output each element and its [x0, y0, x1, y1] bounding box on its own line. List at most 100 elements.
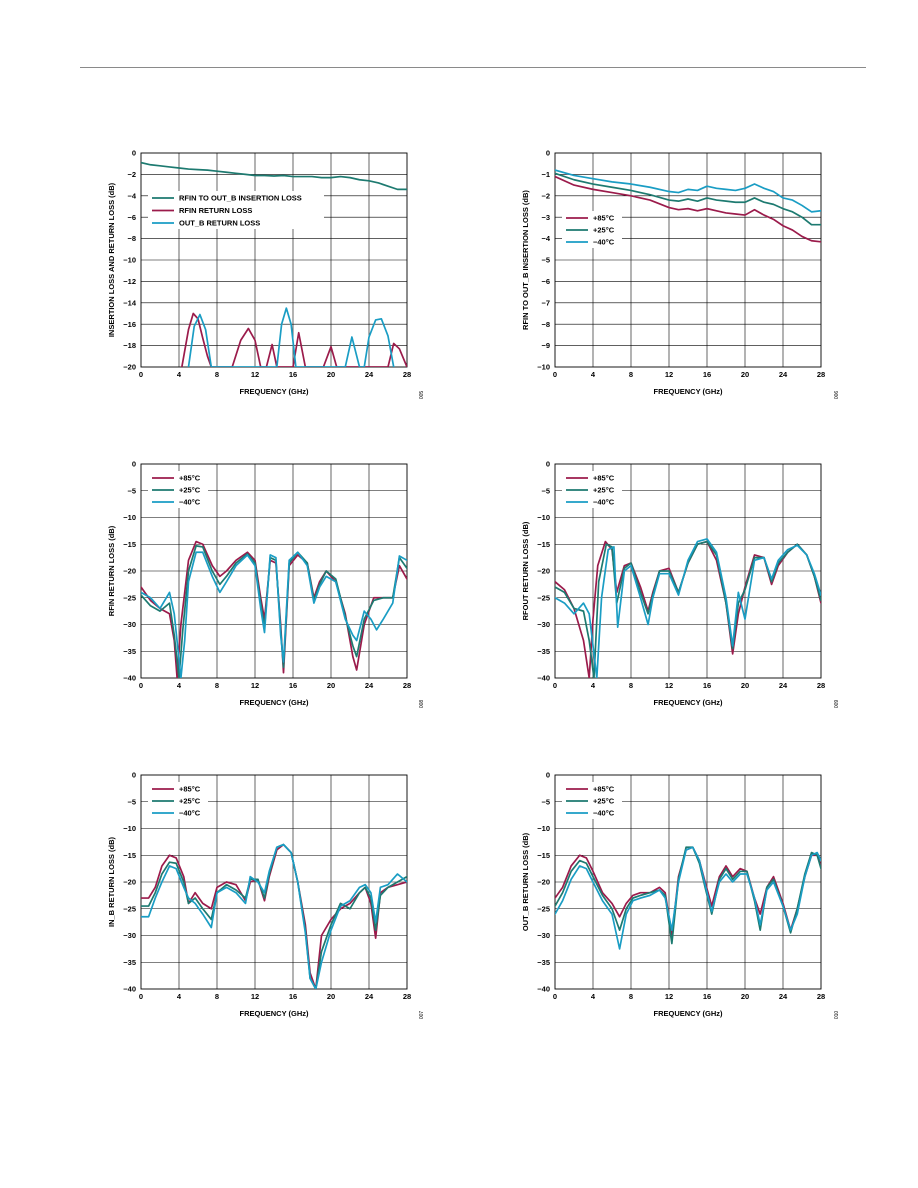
legend-label: +25°C [593, 486, 615, 495]
y-tick-label: −8 [541, 320, 550, 329]
y-tick-label: −25 [123, 593, 136, 602]
legend-label: −40°C [179, 498, 201, 507]
x-tick-label: 24 [365, 681, 374, 690]
y-tick-label: −14 [123, 298, 137, 307]
chart-5: 0 4 8 12 16 20 24 28 0 −5 −10 −15 −20 −25 −30 −35 −40 FRE… [107, 771, 425, 1020]
x-tick-label: 16 [703, 992, 711, 1001]
legend-label: −40°C [593, 809, 615, 818]
legend-label: +85°C [179, 474, 201, 483]
series-line-2 [555, 172, 821, 226]
x-axis-label: FREQUENCY (GHz) [653, 1009, 723, 1018]
x-tick-label: 28 [817, 992, 825, 1001]
x-tick-label: 24 [779, 370, 788, 379]
y-tick-label: −35 [123, 958, 136, 967]
y-tick-label: −10 [123, 513, 136, 522]
legend-label: +85°C [179, 785, 201, 794]
figure-number: 008 [419, 700, 425, 709]
legend-label: RFIN RETURN LOSS [179, 206, 252, 215]
y-tick-label: −30 [123, 931, 136, 940]
x-tick-label: 0 [139, 992, 143, 1001]
x-tick-label: 24 [779, 681, 788, 690]
y-axis-label: OUT_B RETURN LOSS (dB) [521, 832, 530, 931]
y-tick-label: −20 [123, 567, 136, 576]
y-tick-label: 0 [546, 460, 550, 469]
x-axis-label: FREQUENCY (GHz) [239, 698, 309, 707]
y-axis-label: INSERTION LOSS AND RETURN LOSS (dB) [107, 182, 116, 337]
y-tick-label: −5 [127, 797, 136, 806]
y-tick-label: −40 [537, 985, 550, 994]
x-tick-label: 4 [177, 681, 182, 690]
x-axis-label: FREQUENCY (GHz) [239, 387, 309, 396]
x-tick-label: 4 [177, 370, 182, 379]
legend-label: +85°C [593, 474, 615, 483]
legend-label: +25°C [179, 797, 201, 806]
x-tick-label: 16 [289, 681, 297, 690]
legend-label: −40°C [593, 498, 615, 507]
y-tick-label: −15 [537, 851, 550, 860]
y-axis-label: RFOUT RETURN LOSS (dB) [521, 521, 530, 620]
x-tick-label: 16 [703, 681, 711, 690]
x-tick-label: 16 [703, 370, 711, 379]
x-tick-label: 20 [327, 370, 335, 379]
y-tick-label: −10 [123, 256, 136, 265]
legend-label: +25°C [179, 486, 201, 495]
y-tick-label: −4 [127, 191, 136, 200]
y-tick-label: −5 [127, 486, 136, 495]
series-line-2 [181, 312, 407, 367]
x-tick-label: 0 [553, 370, 557, 379]
series-line-1 [141, 161, 407, 191]
y-tick-label: −20 [537, 878, 550, 887]
series-line-2 [141, 843, 407, 989]
x-tick-label: 12 [251, 681, 259, 690]
y-tick-label: −5 [541, 256, 550, 265]
y-tick-label: −20 [123, 363, 136, 372]
x-tick-label: 20 [741, 370, 749, 379]
y-tick-label: −15 [123, 851, 136, 860]
y-tick-label: −25 [123, 904, 136, 913]
header-rule [80, 67, 866, 68]
y-axis-label: RFIN TO OUT_B INSERTION LOSS (dB) [521, 190, 530, 330]
legend-label: +85°C [593, 214, 615, 223]
y-axis-label: IN_B RETURN LOSS (dB) [107, 836, 116, 927]
chart-2: 0 4 8 12 16 20 24 28 0 −1 −2 −3 −4 −5 −6 −7 −8 −9 −10 FREQU… [521, 149, 840, 400]
x-tick-label: 24 [365, 370, 374, 379]
figure-number: 006 [834, 391, 840, 400]
y-tick-label: −40 [537, 674, 550, 683]
y-tick-label: −7 [541, 298, 550, 307]
legend-label: +25°C [593, 226, 615, 235]
x-tick-label: 0 [139, 370, 143, 379]
y-tick-label: −10 [537, 824, 550, 833]
x-axis-label: FREQUENCY (GHz) [653, 387, 723, 396]
y-tick-label: −5 [541, 797, 550, 806]
plot-frame [554, 152, 822, 368]
x-tick-label: 12 [665, 370, 673, 379]
legend-background [148, 191, 324, 229]
x-tick-label: 8 [215, 992, 219, 1001]
x-tick-label: 12 [665, 992, 673, 1001]
plot-frame [140, 463, 408, 679]
x-tick-label: 8 [629, 992, 633, 1001]
series-line-3 [141, 843, 407, 989]
y-tick-label: −25 [537, 593, 550, 602]
x-tick-label: 8 [629, 370, 633, 379]
y-tick-label: −35 [537, 958, 550, 967]
x-tick-label: 0 [553, 992, 557, 1001]
y-tick-label: 0 [132, 149, 136, 158]
y-tick-label: 0 [546, 771, 550, 780]
y-tick-label: −1 [541, 170, 550, 179]
x-tick-label: 4 [591, 681, 596, 690]
series-line-3 [555, 846, 821, 950]
plot-frame [554, 774, 822, 990]
series-line-1 [555, 175, 821, 243]
x-tick-label: 12 [251, 992, 259, 1001]
series-line-3 [555, 538, 821, 678]
x-axis-label: FREQUENCY (GHz) [653, 698, 723, 707]
y-tick-label: 0 [546, 149, 550, 158]
y-tick-label: −10 [123, 824, 136, 833]
x-tick-label: 20 [327, 681, 335, 690]
x-tick-label: 0 [139, 681, 143, 690]
x-tick-label: 28 [817, 370, 825, 379]
figure-number: 009 [834, 700, 840, 709]
chart-6: 0 4 8 12 16 20 24 28 0 −5 −10 −15 −20 −25 −30 −35 −40 FRE… [521, 771, 840, 1020]
figure-number: 005 [419, 391, 425, 400]
